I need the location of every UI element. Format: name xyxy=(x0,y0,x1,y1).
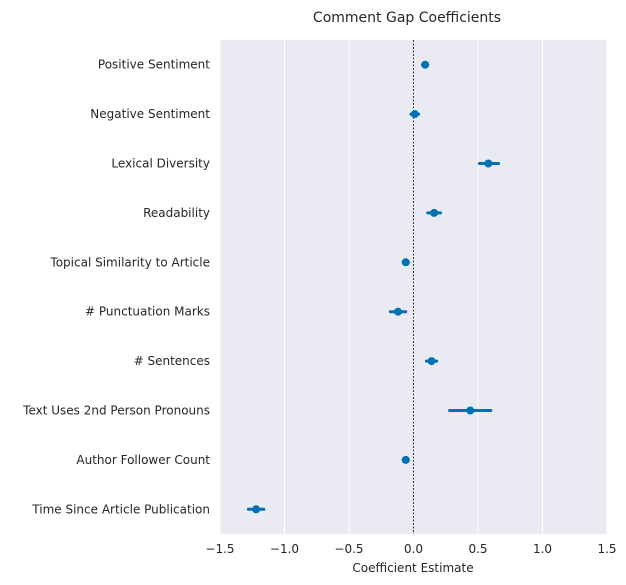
x-tick-label-5: 1.0 xyxy=(533,542,552,556)
x-axis-label: Coefficient Estimate xyxy=(352,561,473,575)
x-tick-label-4: 0.5 xyxy=(468,542,487,556)
point-8 xyxy=(401,455,410,464)
y-tick-label-1: Negative Sentiment xyxy=(90,107,210,121)
y-tick-label-8: Author Follower Count xyxy=(76,453,210,467)
point-7 xyxy=(466,406,475,415)
y-tick-label-7: Text Uses 2nd Person Pronouns xyxy=(22,404,210,418)
marks-layer xyxy=(246,60,501,514)
y-tick-labels: Positive Sentiment Negative Sentiment Lexi… xyxy=(22,58,210,517)
x-tick-label-0: −1.5 xyxy=(205,542,234,556)
y-tick-label-4: Topical Similarity to Article xyxy=(49,255,210,269)
point-9 xyxy=(252,505,261,514)
x-tick-label-6: 1.5 xyxy=(597,542,616,556)
point-3 xyxy=(430,208,439,217)
y-tick-label-9: Time Since Article Publication xyxy=(31,502,210,516)
point-6 xyxy=(427,357,436,366)
point-2 xyxy=(484,159,493,168)
point-4 xyxy=(401,258,410,267)
point-0 xyxy=(421,60,430,69)
chart-title: Comment Gap Coefficients xyxy=(313,10,501,26)
y-tick-label-5: # Punctuation Marks xyxy=(85,305,210,319)
x-tick-label-2: −0.5 xyxy=(334,542,363,556)
x-tick-label-1: −1.0 xyxy=(270,542,299,556)
y-tick-label-3: Readability xyxy=(143,206,210,220)
y-tick-label-2: Lexical Diversity xyxy=(111,157,210,171)
x-tick-label-3: 0.0 xyxy=(404,542,423,556)
point-5 xyxy=(394,307,403,316)
y-tick-label-0: Positive Sentiment xyxy=(98,58,210,72)
y-tick-label-6: # Sentences xyxy=(134,354,210,368)
x-tick-labels: −1.5 −1.0 −0.5 0.0 0.5 1.0 1.5 xyxy=(205,542,616,556)
point-1 xyxy=(410,110,419,119)
